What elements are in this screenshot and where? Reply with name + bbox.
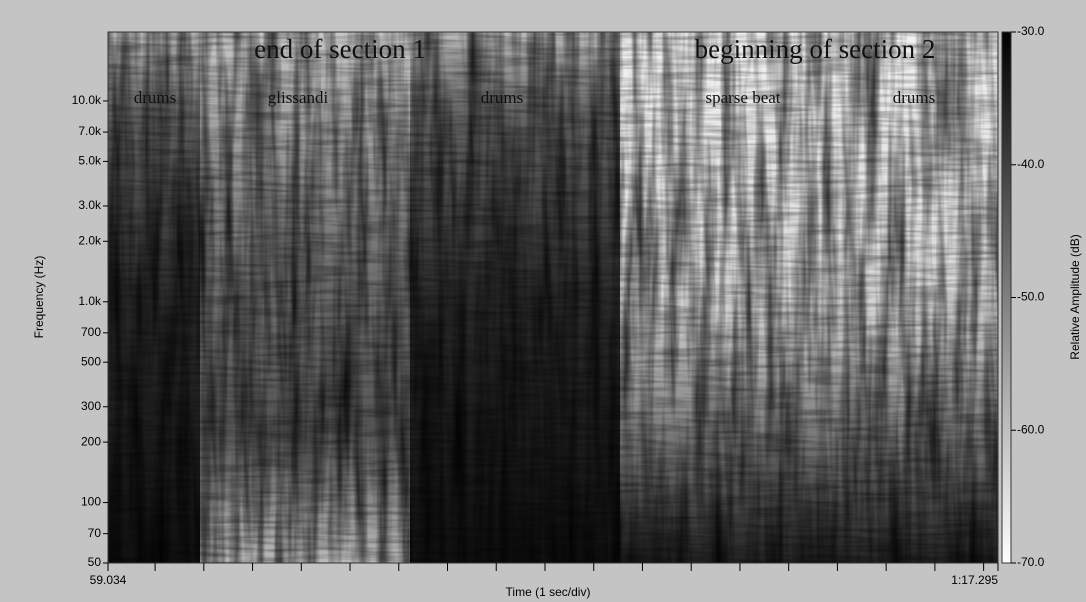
y-tick-label: 50 <box>88 555 102 569</box>
spectrogram-image <box>108 32 998 563</box>
colorbar-label: Relative Amplitude (dB) <box>1068 234 1082 359</box>
annotation: drums <box>893 88 936 107</box>
y-tick-label: 300 <box>81 399 101 413</box>
colorbar <box>1001 31 1012 564</box>
x-tick-label: 1:17.295 <box>951 573 998 587</box>
plot-frame <box>107 31 999 564</box>
annotation: end of section 1 <box>254 34 426 64</box>
colorbar-tick-label: -40.0 <box>1017 157 1045 171</box>
colorbar-tick-label: -60.0 <box>1017 422 1045 436</box>
colorbar-tick-label: -50.0 <box>1017 290 1045 304</box>
y-tick-label: 500 <box>81 354 101 368</box>
x-axis-label: Time (1 sec/div) <box>506 585 591 599</box>
y-tick-label: 3.0k <box>78 198 102 212</box>
y-tick-label: 200 <box>81 434 101 448</box>
y-tick-label: 70 <box>88 526 102 540</box>
y-tick-label: 2.0k <box>78 233 102 247</box>
annotation: drums <box>134 88 177 107</box>
annotation: drums <box>481 88 524 107</box>
annotation: glissandi <box>268 88 329 107</box>
y-tick-label: 100 <box>81 495 101 509</box>
y-tick-label: 700 <box>81 325 101 339</box>
y-axis-label: Frequency (Hz) <box>32 256 46 339</box>
annotation: beginning of section 2 <box>695 34 936 64</box>
colorbar-tick-label: -70.0 <box>1017 555 1045 569</box>
x-tick-label: 59.034 <box>90 573 127 587</box>
y-tick-label: 7.0k <box>78 124 102 138</box>
annotation: sparse beat <box>705 88 780 107</box>
y-tick-label: 5.0k <box>78 154 102 168</box>
y-tick-label: 10.0k <box>72 93 102 107</box>
y-tick-label: 1.0k <box>78 294 102 308</box>
colorbar-tick-label: -30.0 <box>1017 24 1045 38</box>
